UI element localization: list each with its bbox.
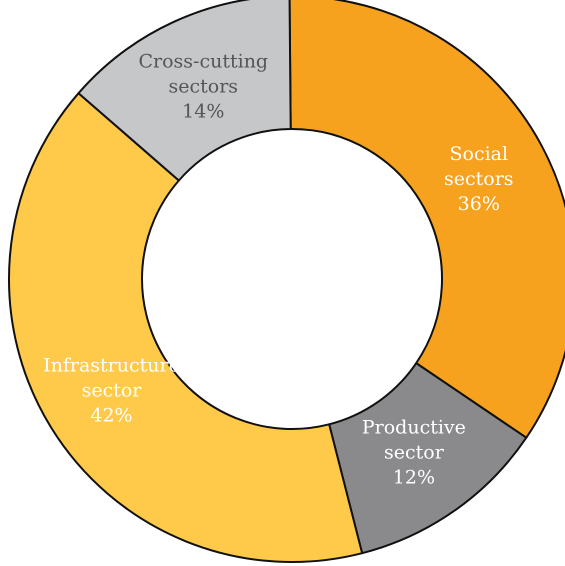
slice-name-line: sectors [169,75,239,97]
slice-name-line: sector [384,441,445,463]
slice-social-sectors [288,0,565,439]
slices-layer [8,0,565,563]
slice-name-line: sectors [444,168,514,190]
slice-value-label: 12% [393,466,435,488]
slice-infrastructure-sector [8,92,364,563]
slice-value-label: 36% [458,193,500,215]
slice-name-line: Cross-cutting [138,50,268,72]
slice-label-productive-sector: Productive sector 12% [362,416,466,488]
labels-layer: Social sectors 36% Productive sector 12% Infra… [43,50,513,488]
slice-cross-cutting-sectors [77,0,292,182]
slice-name-line: sector [82,379,143,401]
slice-name-line: Social [450,143,509,165]
slice-name-line: Infrastructure [43,354,180,376]
slice-value-label: 42% [90,404,132,426]
slice-name-line: Productive [362,416,466,438]
slice-label-infrastructure-sector: Infrastructure sector 42% [43,354,180,426]
slice-label-social-sectors: Social sectors 36% [444,143,514,215]
slice-label-cross-cutting-sectors: Cross-cutting sectors 14% [138,50,268,122]
slice-value-label: 14% [182,100,224,122]
